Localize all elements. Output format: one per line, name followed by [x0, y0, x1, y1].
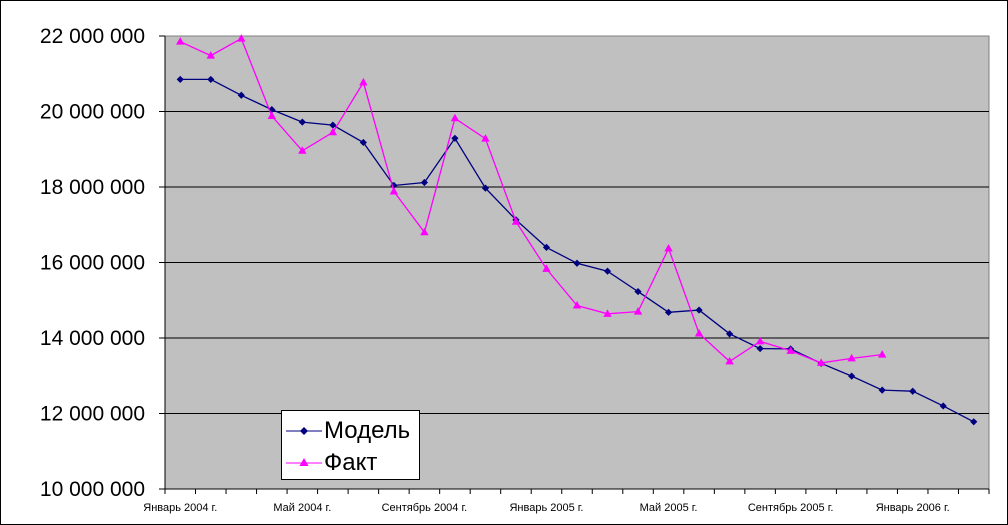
data-point-fact: [450, 113, 460, 122]
data-point-model: [878, 386, 886, 394]
data-point-fact: [694, 328, 704, 337]
data-point-fact: [206, 51, 215, 59]
data-point-fact: [725, 356, 734, 365]
data-point-model: [909, 387, 917, 395]
data-point-fact: [786, 346, 795, 354]
data-point-fact: [511, 217, 521, 225]
x-tick-label: Май 2005 г.: [640, 502, 698, 514]
data-point-fact: [176, 37, 185, 45]
y-tick-label: 16 000 000: [40, 252, 145, 275]
data-point-fact: [237, 34, 246, 42]
data-point-model: [176, 75, 184, 84]
y-tick-label: 18 000 000: [40, 176, 145, 199]
triangle-marker-icon: [286, 458, 322, 466]
data-point-fact: [816, 358, 826, 366]
legend-label-fact: Факт: [324, 449, 378, 476]
data-point-fact: [847, 353, 856, 362]
data-point-fact: [572, 301, 582, 309]
x-tick-label: Январь 2004 г.: [143, 502, 217, 514]
data-point-model: [725, 330, 734, 338]
data-point-fact: [664, 244, 673, 252]
data-point-model: [573, 259, 581, 267]
data-point-model: [634, 287, 642, 296]
data-point-fact: [298, 146, 307, 154]
legend-entry-fact: Факт: [282, 448, 419, 478]
data-point-model: [329, 121, 337, 129]
data-point-model: [939, 402, 947, 410]
data-point-fact: [389, 187, 399, 195]
data-point-model: [848, 372, 856, 380]
data-point-model: [420, 178, 429, 187]
data-point-model: [390, 181, 398, 190]
data-point-model: [207, 75, 215, 84]
y-tick-label: 12 000 000: [40, 403, 145, 426]
data-point-model: [970, 418, 978, 426]
data-point-fact: [603, 309, 612, 317]
series-line-1: [180, 37, 883, 364]
data-point-fact: [328, 127, 338, 136]
x-tick-label: Январь 2006 г.: [876, 502, 950, 514]
x-tick-label: Сентябрь 2004 г.: [382, 502, 468, 514]
x-tick-label: Сентябрь 2005 г.: [748, 502, 834, 514]
y-tick-label: 22 000 000: [40, 25, 145, 48]
legend: Модель Факт: [281, 410, 420, 480]
data-point-model: [481, 184, 490, 192]
x-tick-label: Январь 2005 г.: [509, 502, 583, 514]
legend-label-model: Модель: [324, 417, 411, 444]
data-point-model: [603, 267, 612, 275]
data-point-model: [695, 306, 703, 314]
y-tick-label: 14 000 000: [40, 327, 145, 350]
diamond-marker-icon: [286, 427, 322, 435]
data-point-model: [451, 134, 459, 142]
x-tick-label: Май 2004 г.: [273, 502, 331, 514]
y-tick-label: 20 000 000: [40, 101, 145, 124]
data-point-model: [359, 138, 367, 147]
data-point-model: [237, 91, 245, 99]
data-point-model: [542, 243, 551, 251]
data-point-fact: [481, 134, 490, 142]
data-point-model: [756, 344, 764, 353]
data-point-model: [298, 118, 306, 126]
data-point-fact: [359, 77, 368, 86]
y-tick-label: 10 000 000: [40, 478, 145, 501]
data-point-fact: [542, 264, 551, 272]
data-point-fact: [420, 227, 429, 236]
data-point-fact: [633, 307, 643, 315]
legend-entry-model: Модель: [282, 416, 419, 446]
data-point-fact: [877, 350, 887, 358]
data-point-model: [664, 308, 673, 316]
data-point-fact: [267, 111, 277, 120]
data-point-fact: [755, 336, 765, 345]
